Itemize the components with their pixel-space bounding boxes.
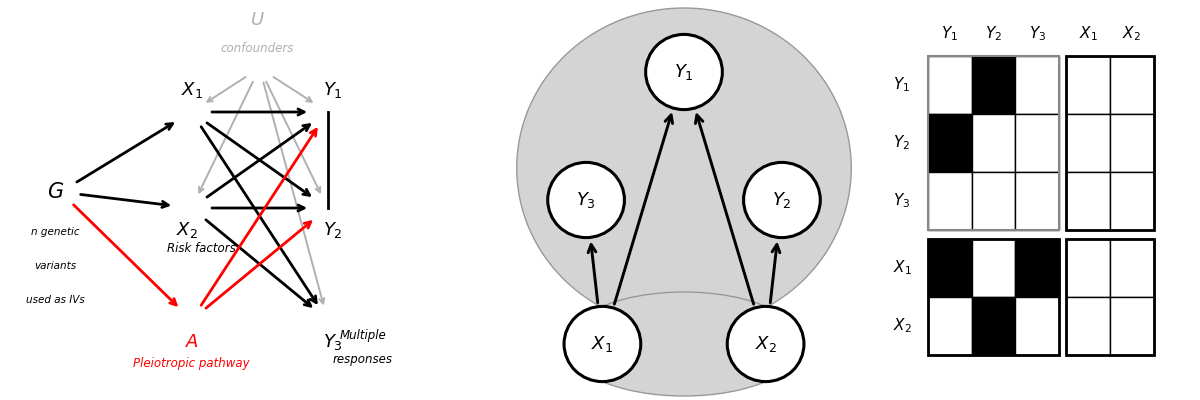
Bar: [1015, 297, 1060, 355]
Bar: [928, 297, 972, 355]
Bar: [1015, 239, 1060, 297]
Ellipse shape: [517, 8, 851, 328]
Bar: [1066, 114, 1110, 172]
Text: $X_1$: $X_1$: [893, 258, 911, 277]
Bar: [1066, 56, 1110, 114]
Text: $X_2$: $X_2$: [175, 220, 198, 240]
Text: $Y_2$: $Y_2$: [894, 134, 911, 152]
Bar: [928, 56, 1060, 230]
Bar: [972, 172, 1015, 230]
Bar: [972, 297, 1015, 355]
Text: confounders: confounders: [221, 42, 294, 54]
Text: $Y_3$: $Y_3$: [1028, 25, 1045, 43]
Bar: [1110, 239, 1153, 297]
Bar: [972, 114, 1015, 172]
Text: $Y_1$: $Y_1$: [674, 62, 694, 82]
Text: Risk factors: Risk factors: [167, 242, 236, 254]
Circle shape: [727, 306, 804, 382]
Bar: [1015, 56, 1060, 114]
Bar: [1110, 56, 1153, 114]
Bar: [1066, 297, 1110, 355]
Text: n genetic: n genetic: [31, 227, 79, 237]
Bar: [928, 239, 972, 297]
Circle shape: [744, 162, 821, 238]
Text: $Y_1$: $Y_1$: [323, 80, 342, 100]
Text: $U$: $U$: [250, 11, 264, 29]
Text: Pleiotropic pathway: Pleiotropic pathway: [133, 358, 250, 370]
Text: $G$: $G$: [47, 182, 64, 202]
Text: $Y_3$: $Y_3$: [323, 332, 343, 352]
Circle shape: [646, 34, 722, 110]
Text: Multiple: Multiple: [340, 330, 386, 342]
Text: $X_2$: $X_2$: [755, 334, 776, 354]
Bar: [928, 239, 1060, 355]
Bar: [928, 172, 972, 230]
Circle shape: [564, 306, 641, 382]
Bar: [928, 56, 972, 114]
Bar: [1110, 297, 1153, 355]
Bar: [1110, 172, 1153, 230]
Bar: [928, 114, 972, 172]
Bar: [972, 56, 1015, 114]
Text: $X_1$: $X_1$: [1079, 25, 1098, 43]
Text: $Y_3$: $Y_3$: [576, 190, 596, 210]
Bar: [1015, 172, 1060, 230]
Text: $X_1$: $X_1$: [592, 334, 613, 354]
Text: $Y_2$: $Y_2$: [323, 220, 342, 240]
Bar: [1015, 114, 1060, 172]
Bar: [1066, 172, 1110, 230]
Text: $Y_2$: $Y_2$: [985, 25, 1002, 43]
Ellipse shape: [565, 292, 803, 396]
Bar: [1066, 239, 1110, 297]
Text: $Y_3$: $Y_3$: [893, 192, 911, 210]
Text: responses: responses: [332, 354, 392, 366]
Text: $X_1$: $X_1$: [180, 80, 203, 100]
Bar: [1110, 114, 1153, 172]
Text: used as IVs: used as IVs: [26, 295, 85, 305]
Bar: [1066, 56, 1153, 230]
Bar: [1066, 239, 1153, 355]
Text: $A$: $A$: [185, 333, 198, 351]
Bar: [972, 239, 1015, 297]
Text: $X_2$: $X_2$: [893, 316, 911, 335]
Text: $Y_1$: $Y_1$: [894, 76, 911, 94]
Text: $Y_2$: $Y_2$: [772, 190, 792, 210]
Text: $X_2$: $X_2$: [1122, 25, 1141, 43]
Circle shape: [547, 162, 624, 238]
Text: variants: variants: [35, 261, 77, 271]
Text: $Y_1$: $Y_1$: [941, 25, 959, 43]
